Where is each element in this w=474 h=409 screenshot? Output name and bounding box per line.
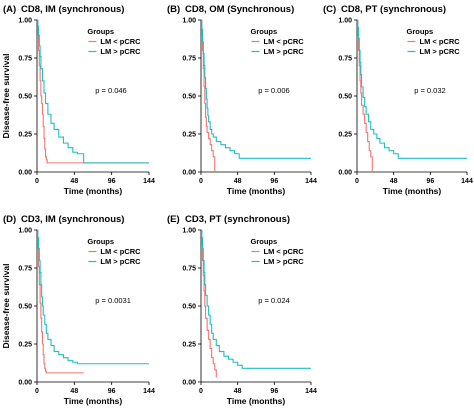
panel-letter: (A) <box>3 4 16 15</box>
legend-label: LM > pCRC <box>100 257 141 266</box>
y-tick-label: 0.75 <box>338 56 352 63</box>
panel-title: CD8, OM (Synchronous) <box>185 4 294 15</box>
x-tick-label: 144 <box>305 388 317 395</box>
km-panel-4: (D) CD3, IM (synchronous) 0.00 0.25 0.50 0.75… <box>1 214 155 406</box>
x-tick-label: 0 <box>35 388 39 395</box>
y-tick-label: 0.75 <box>182 56 196 63</box>
x-tick-label: 96 <box>108 178 116 185</box>
panel-letter: (E) <box>167 214 180 225</box>
y-tick-label: 0.00 <box>338 170 352 177</box>
legend-title: Groups <box>251 237 278 246</box>
legend-label: LM < pCRC <box>420 37 461 46</box>
y-tick-label: 0.50 <box>18 304 32 311</box>
x-tick-label: 48 <box>70 388 78 395</box>
legend-label: LM < pCRC <box>264 247 305 256</box>
series-line-lm-gt-pcrc <box>37 19 149 164</box>
legend-title: Groups <box>407 27 434 36</box>
x-axis-title: Time (months) <box>383 186 442 196</box>
km-panel-2: (B) CD8, OM (Synchronous) 0.00 0.25 0.50 0.75… <box>167 4 317 196</box>
y-tick-label: 0.50 <box>182 94 196 101</box>
km-panel-3: (C) CD8, PT (synchronous) 0.00 0.25 0.50 0.75… <box>323 4 473 196</box>
legend-label: LM < pCRC <box>100 247 141 256</box>
series-line-lm-lt-pcrc <box>37 19 149 164</box>
y-tick-label: 0.50 <box>18 94 32 101</box>
x-tick-label: 48 <box>70 178 78 185</box>
x-tick-label: 48 <box>234 388 242 395</box>
x-tick-label: 144 <box>143 178 155 185</box>
x-tick-label: 0 <box>199 388 203 395</box>
y-tick-label: 1.00 <box>338 18 352 25</box>
y-tick-label: 0.25 <box>182 132 196 139</box>
x-axis-title: Time (months) <box>227 396 286 406</box>
y-tick-label: 0.00 <box>182 380 196 387</box>
p-value-annotation: p = 0.0031 <box>95 296 131 305</box>
legend-title: Groups <box>87 27 114 36</box>
km-panel-1: (A) CD8, IM (synchronous) 0.00 0.25 0.50 0.75… <box>1 4 155 196</box>
x-tick-label: 0 <box>35 178 39 185</box>
y-tick-label: 0.25 <box>182 342 196 349</box>
y-tick-label: 1.00 <box>18 18 32 25</box>
panel-letter: (C) <box>323 4 336 15</box>
series-line-lm-gt-pcrc <box>37 229 149 365</box>
x-tick-label: 0 <box>199 178 203 185</box>
km-panel-5: (E) CD3, PT (synchronous) 0.00 0.25 0.50 0.75… <box>167 214 317 406</box>
x-axis-title: Time (months) <box>227 186 286 196</box>
y-tick-label: 0.00 <box>18 380 32 387</box>
p-value-annotation: p = 0.024 <box>258 296 290 305</box>
y-tick-label: 1.00 <box>18 228 32 235</box>
x-tick-label: 0 <box>355 178 359 185</box>
p-value-annotation: p = 0.032 <box>414 86 446 95</box>
panel-title: CD3, PT (synchronous) <box>185 214 290 225</box>
series-line-lm-gt-pcrc <box>201 229 311 369</box>
series-line-lm-gt-pcrc <box>201 19 311 159</box>
p-value-annotation: p = 0.006 <box>258 86 290 95</box>
x-axis-title: Time (months) <box>64 186 123 196</box>
y-tick-label: 0.25 <box>18 342 32 349</box>
y-axis-title: Disease-free survival <box>1 53 11 138</box>
series-line-lm-lt-pcrc <box>37 229 84 374</box>
y-tick-label: 0.75 <box>18 56 32 63</box>
y-tick-label: 1.00 <box>182 18 196 25</box>
y-tick-label: 0.25 <box>338 132 352 139</box>
x-tick-label: 96 <box>270 388 278 395</box>
x-tick-label: 96 <box>270 178 278 185</box>
legend-title: Groups <box>251 27 278 36</box>
y-tick-label: 0.50 <box>338 94 352 101</box>
legend-label: LM < pCRC <box>264 37 305 46</box>
y-axis-title: Disease-free survival <box>1 263 11 348</box>
x-tick-label: 144 <box>143 388 155 395</box>
legend-title: Groups <box>87 237 114 246</box>
p-value-annotation: p = 0.046 <box>95 86 127 95</box>
y-tick-label: 0.75 <box>182 266 196 273</box>
y-tick-label: 0.75 <box>18 266 32 273</box>
panel-title: CD3, IM (synchronous) <box>21 214 124 225</box>
legend-label: LM > pCRC <box>264 257 305 266</box>
panel-letter: (B) <box>167 4 180 15</box>
y-tick-label: 0.50 <box>182 304 196 311</box>
legend-label: LM > pCRC <box>100 47 141 56</box>
x-axis-title: Time (months) <box>64 396 123 406</box>
x-tick-label: 48 <box>390 178 398 185</box>
y-tick-label: 0.00 <box>18 170 32 177</box>
legend-label: LM > pCRC <box>420 47 461 56</box>
y-tick-label: 1.00 <box>182 228 196 235</box>
y-tick-label: 0.00 <box>182 170 196 177</box>
x-tick-label: 96 <box>108 388 116 395</box>
x-tick-label: 144 <box>461 178 473 185</box>
panel-title: CD8, IM (synchronous) <box>21 4 124 15</box>
x-tick-label: 96 <box>426 178 434 185</box>
x-tick-label: 48 <box>234 178 242 185</box>
panel-letter: (D) <box>3 214 16 225</box>
legend-label: LM < pCRC <box>100 37 141 46</box>
y-tick-label: 0.25 <box>18 132 32 139</box>
x-tick-label: 144 <box>305 178 317 185</box>
panel-title: CD8, PT (synchronous) <box>341 4 446 15</box>
legend-label: LM > pCRC <box>264 47 305 56</box>
series-line-lm-gt-pcrc <box>357 19 467 159</box>
